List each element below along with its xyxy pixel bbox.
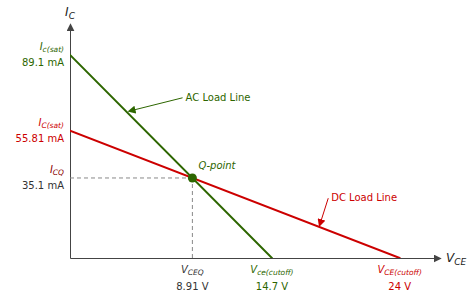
axis-line [71, 258, 435, 259]
annotation-value: 89.1 mA [22, 57, 64, 68]
load-line [70, 131, 400, 258]
load-line [70, 55, 272, 258]
chart: VCE IC DC Load Line AC Load Line Q-point Ic(s… [0, 0, 474, 303]
annotation-value: 14.7 V [256, 281, 288, 292]
x-axis [71, 258, 435, 259]
guide-line [192, 178, 193, 258]
annotation-value: 35.1 mA [22, 180, 64, 191]
annotation-value: 8.91 V [176, 281, 208, 292]
annotation-name: Vce(cutoff) [250, 264, 293, 277]
annotation-name: VCE(cutoff) [377, 264, 422, 277]
point [188, 173, 197, 182]
label-arrow [135, 98, 183, 110]
annotation-name: IC(sat) [39, 117, 65, 130]
annotation-name: VCEQ [181, 264, 204, 277]
annotation-value: 24 V [388, 281, 411, 292]
y-axis [70, 31, 71, 259]
axis-line [70, 31, 71, 259]
series-label: Q-point [198, 160, 236, 171]
label-arrow [321, 198, 328, 220]
plot-area [70, 55, 400, 258]
x-axis-label: VCE [446, 251, 467, 267]
annotation-name: Ic(sat) [40, 41, 64, 54]
y-axis-label: IC [65, 5, 76, 21]
series-label: AC Load Line [186, 92, 251, 103]
guide-line [70, 177, 192, 178]
annotation-value: 55.81 mA [16, 133, 65, 144]
annotation-name: ICQ [50, 164, 64, 177]
series-label: DC Load Line [331, 192, 397, 203]
